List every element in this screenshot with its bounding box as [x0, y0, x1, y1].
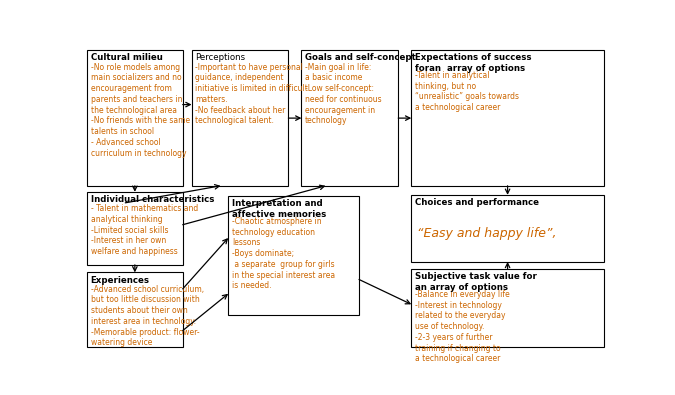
FancyBboxPatch shape — [411, 51, 604, 186]
Text: Individual characteristics: Individual characteristics — [90, 195, 214, 204]
Text: - Talent in mathematics and
analytical thinking
-Limited social skills
-Interest: - Talent in mathematics and analytical t… — [90, 204, 198, 256]
FancyBboxPatch shape — [192, 51, 288, 186]
Text: -Talent in analytical
thinking, but no
“unrealistic” goals towards
a technologic: -Talent in analytical thinking, but no “… — [415, 71, 519, 112]
Text: Expectations of success
foran  array of options: Expectations of success foran array of o… — [415, 53, 531, 73]
Text: Cultural milieu: Cultural milieu — [90, 53, 163, 62]
Text: -Balance in everyday life
-Interest in technology
related to the everyday
use of: -Balance in everyday life -Interest in t… — [415, 290, 510, 363]
Text: -Chaotic atmosphere in
technology education
lessons
-Boys dominate;
 a separate : -Chaotic atmosphere in technology educat… — [232, 217, 335, 290]
Text: “Easy and happy life”,: “Easy and happy life”, — [416, 227, 556, 240]
Text: Goals and self-concept: Goals and self-concept — [305, 53, 416, 62]
FancyBboxPatch shape — [87, 192, 183, 265]
Text: -Main goal in life:
a basic income
-Low self-concept:
need for continuous
encour: -Main goal in life: a basic income -Low … — [305, 63, 382, 126]
Text: Interpretation and
affective memories: Interpretation and affective memories — [232, 199, 326, 219]
Text: -No role models among
main socializers and no
encouragement from
parents and tea: -No role models among main socializers a… — [90, 63, 190, 158]
Text: Choices and performance: Choices and performance — [415, 198, 539, 207]
FancyBboxPatch shape — [411, 195, 604, 262]
FancyBboxPatch shape — [302, 51, 398, 186]
Text: Subjective task value for
an array of options: Subjective task value for an array of op… — [415, 273, 537, 292]
FancyBboxPatch shape — [87, 273, 183, 347]
FancyBboxPatch shape — [87, 51, 183, 186]
Text: -Important to have personal
guidance, independent
initiative is limited in diffi: -Important to have personal guidance, in… — [195, 63, 308, 126]
FancyBboxPatch shape — [411, 269, 604, 347]
Text: -Advanced school curriculum,
but too little discussion with
students about their: -Advanced school curriculum, but too lit… — [90, 285, 204, 348]
Text: Perceptions: Perceptions — [195, 53, 246, 62]
Text: Experiences: Experiences — [90, 276, 150, 284]
FancyBboxPatch shape — [228, 196, 359, 315]
